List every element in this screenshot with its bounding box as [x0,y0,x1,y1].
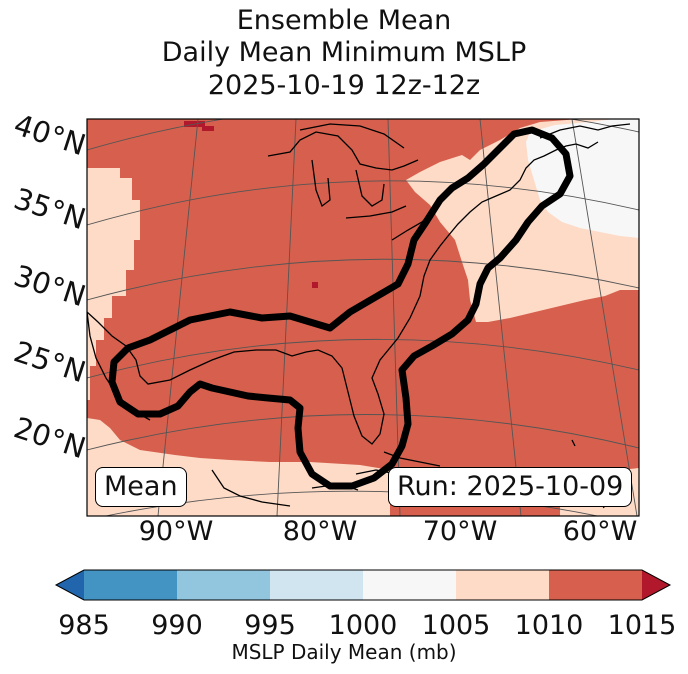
contour-outline [108,126,574,490]
colorbar-segment-1000-1005 [363,570,456,600]
lat-label-35n: 35°N [10,181,90,236]
colorbar-outline [54,569,672,601]
title-line-2: Daily Mean Minimum MSLP [161,37,527,68]
colorbar: 985 990 995 1000 1005 1010 1015 [54,569,677,641]
lon-label-90w: 90°W [139,516,214,547]
pressure-field-1000-1005 [526,119,639,238]
lat-label-40n: 40°N [10,107,90,162]
colorbar-tick-995: 995 [244,610,296,641]
colorbar-segment-1010-1015 [549,570,642,600]
pressure-field-1005-1010-west [87,168,140,400]
pressure-field-over-1015-spot [312,282,318,288]
colorbar-tick-1005: 1005 [422,610,491,641]
colorbar-over-extension [642,570,670,600]
colorbar-tick-1015: 1015 [608,610,677,641]
colorbar-segment-990-995 [177,570,270,600]
lon-label-60w: 60°W [563,516,638,547]
colorbar-segment-1005-1010 [456,570,549,600]
mean-label-box: Mean [95,467,187,507]
colorbar-tick-985: 985 [58,610,110,641]
lat-label-25n: 25°N [10,334,90,389]
pressure-field-over-1015 [184,121,214,131]
colorbar-under-extension [56,570,84,600]
title-line-1: Ensemble Mean [236,5,452,36]
colorbar-segment-995-1000 [270,570,363,600]
title-line-3: 2025-10-19 12z-12z [207,70,481,101]
colorbar-tick-990: 990 [151,610,203,641]
map-frame [86,118,640,517]
lat-label-20n: 20°N [10,410,90,465]
lat-label-30n: 30°N [10,258,90,313]
colorbar-label: MSLP Daily Mean (mb) [231,640,457,664]
colorbar-tick-1010: 1010 [515,610,584,641]
lon-label-70w: 70°W [423,516,498,547]
colorbar-segment-985-990 [84,570,177,600]
colorbar-tick-1000: 1000 [329,610,398,641]
graticule [87,119,639,516]
lon-label-80w: 80°W [283,516,358,547]
map-area [87,119,639,516]
run-date-box: Run: 2025-10-09 [388,467,633,507]
